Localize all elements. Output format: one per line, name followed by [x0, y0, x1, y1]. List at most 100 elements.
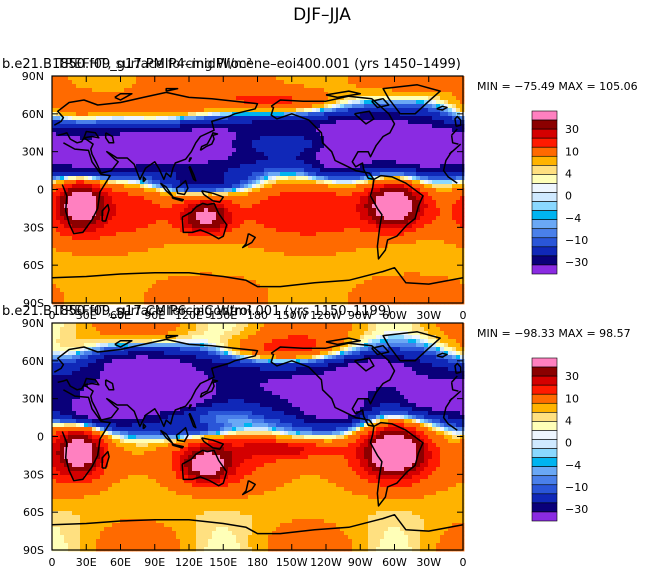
heatmap-cell [184, 184, 189, 189]
heatmap-cell [160, 80, 165, 85]
heatmap-cell [412, 220, 417, 225]
heatmap-cell [60, 244, 65, 249]
heatmap-cell [276, 244, 281, 249]
heatmap-cell [452, 228, 457, 233]
heatmap-cell [236, 200, 241, 205]
heatmap-cell [332, 120, 337, 125]
heatmap-cell [304, 232, 309, 237]
heatmap-cell [344, 76, 349, 81]
heatmap-cell [296, 212, 301, 217]
heatmap-cell [168, 172, 173, 177]
heatmap-cell [408, 200, 413, 205]
heatmap-cell [308, 124, 313, 129]
heatmap-cell [304, 104, 309, 109]
heatmap-cell [68, 180, 73, 185]
heatmap-cell [292, 228, 297, 233]
heatmap-cell [428, 232, 433, 237]
heatmap-cell [228, 240, 233, 245]
heatmap-cell [160, 108, 165, 113]
heatmap-cell [420, 128, 425, 133]
heatmap-cell [224, 152, 229, 157]
heatmap-cell [364, 104, 369, 109]
heatmap-cell [100, 108, 105, 113]
heatmap-cell [240, 268, 245, 273]
heatmap-cell [124, 148, 129, 153]
heatmap-cell [228, 264, 233, 269]
heatmap-cell [388, 120, 393, 125]
heatmap-cell [320, 152, 325, 157]
heatmap-cell [368, 148, 373, 153]
heatmap-cell [228, 124, 233, 129]
heatmap-cell [296, 224, 301, 229]
heatmap-cell [84, 252, 89, 257]
heatmap-cell [144, 268, 149, 273]
heatmap-cell [144, 220, 149, 225]
heatmap-cell [60, 180, 65, 185]
heatmap-cell [164, 252, 169, 257]
heatmap-cell [356, 208, 361, 213]
heatmap-cell [376, 84, 381, 89]
heatmap-cell [380, 148, 385, 153]
heatmap-cell [132, 104, 137, 109]
heatmap-cell [208, 208, 213, 213]
heatmap-cell [236, 264, 241, 269]
heatmap-cell [184, 136, 189, 141]
heatmap-cell [360, 76, 365, 81]
heatmap-cell [400, 240, 405, 245]
heatmap-cell [144, 140, 149, 145]
heatmap-cell [244, 208, 249, 213]
heatmap-cell [424, 212, 429, 217]
heatmap-cell [240, 232, 245, 237]
heatmap-cell [92, 88, 97, 93]
heatmap-cell [236, 212, 241, 217]
heatmap-cell [356, 128, 361, 133]
heatmap-cell [420, 244, 425, 249]
heatmap-cell [56, 88, 61, 93]
heatmap-cell [248, 268, 253, 273]
heatmap-cell [300, 188, 305, 193]
heatmap-cell [160, 76, 165, 81]
heatmap-cell [180, 200, 185, 205]
heatmap-cell [120, 236, 125, 241]
heatmap-cell [448, 136, 453, 141]
heatmap-cell [168, 80, 173, 85]
heatmap-cell [308, 88, 313, 93]
heatmap-cell [336, 240, 341, 245]
heatmap-cell [432, 84, 437, 89]
heatmap-cell [440, 252, 445, 257]
heatmap-cell [312, 248, 317, 253]
heatmap-cell [280, 260, 285, 265]
heatmap-cell [228, 256, 233, 261]
heatmap-cell [224, 244, 229, 249]
heatmap-cell [128, 248, 133, 253]
heatmap-cell [412, 232, 417, 237]
heatmap-cell [100, 164, 105, 169]
heatmap-cell [64, 240, 69, 245]
heatmap-cell [280, 252, 285, 257]
heatmap-cell [364, 156, 369, 161]
heatmap-cell [220, 80, 225, 85]
heatmap-cell [56, 232, 61, 237]
heatmap-cell [284, 244, 289, 249]
heatmap-cell [180, 180, 185, 185]
heatmap-cell [136, 108, 141, 113]
heatmap-cell [452, 208, 457, 213]
heatmap-cell [80, 228, 85, 233]
heatmap-cell [132, 176, 137, 181]
heatmap-cell [124, 228, 129, 233]
heatmap-cell [288, 236, 293, 241]
heatmap-cell [336, 104, 341, 109]
heatmap-cell [292, 152, 297, 157]
heatmap-cell [56, 92, 61, 97]
heatmap-cell [424, 208, 429, 213]
heatmap-cell [420, 108, 425, 113]
heatmap-cell [328, 112, 333, 117]
heatmap-cell [100, 156, 105, 161]
heatmap-cell [180, 156, 185, 161]
heatmap-cell [412, 108, 417, 113]
heatmap-cell [80, 268, 85, 273]
heatmap-cell [52, 96, 57, 101]
heatmap-cell [384, 236, 389, 241]
heatmap-cell [336, 172, 341, 177]
heatmap-cell [276, 152, 281, 157]
